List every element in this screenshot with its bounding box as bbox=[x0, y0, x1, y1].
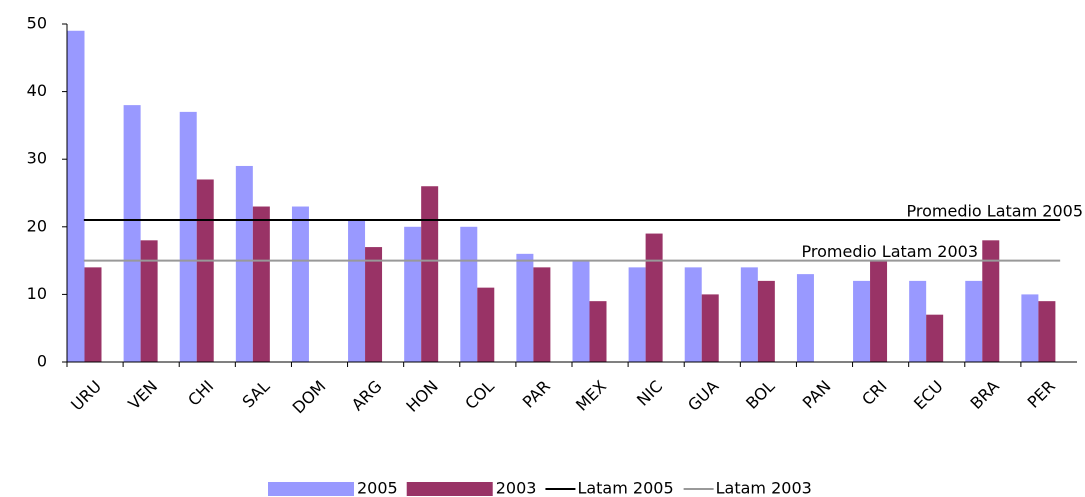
bar bbox=[796, 274, 814, 362]
bar bbox=[348, 220, 366, 362]
legend-swatch bbox=[268, 482, 354, 496]
legend-label: 2005 bbox=[357, 479, 398, 497]
bar bbox=[757, 280, 775, 362]
legend-label: Latam 2005 bbox=[577, 479, 673, 497]
bar bbox=[926, 314, 944, 362]
bar bbox=[684, 267, 702, 362]
bar bbox=[572, 260, 590, 362]
x-tick-label: GUA bbox=[684, 377, 722, 415]
legend-swatch bbox=[406, 482, 493, 496]
bar bbox=[67, 30, 85, 362]
x-tick-label: URU bbox=[67, 377, 105, 415]
bar bbox=[628, 267, 646, 362]
bar bbox=[252, 206, 270, 362]
bar bbox=[853, 280, 871, 362]
x-tick-label: HON bbox=[402, 377, 441, 416]
bar bbox=[870, 260, 888, 362]
bar bbox=[179, 111, 197, 362]
bar bbox=[235, 165, 253, 362]
y-tick-label: 10 bbox=[27, 284, 47, 303]
y-tick-label: 30 bbox=[27, 149, 47, 168]
x-tick-label: ARG bbox=[348, 377, 386, 415]
bar bbox=[477, 287, 495, 362]
x-tick-label: PAN bbox=[799, 377, 835, 413]
bar bbox=[123, 105, 141, 363]
annotation: Promedio Latam 2005 bbox=[907, 202, 1083, 221]
bar bbox=[740, 267, 758, 362]
bar bbox=[460, 226, 478, 362]
y-tick-label: 0 bbox=[37, 352, 47, 371]
y-tick-label: 50 bbox=[27, 14, 47, 33]
bar bbox=[516, 253, 534, 362]
bar bbox=[196, 179, 214, 362]
x-tick-label: SAL bbox=[239, 377, 274, 412]
legend-label: 2003 bbox=[496, 479, 537, 497]
bar bbox=[909, 280, 927, 362]
x-tick-label: NIC bbox=[633, 377, 666, 410]
x-tick-label: CHI bbox=[184, 377, 217, 410]
bar bbox=[421, 186, 439, 362]
bar bbox=[1021, 294, 1039, 362]
bar bbox=[291, 206, 309, 362]
bar bbox=[365, 247, 383, 362]
legend-label: Latam 2003 bbox=[716, 479, 812, 497]
bar bbox=[404, 226, 422, 362]
y-tick-label: 20 bbox=[27, 216, 47, 235]
bar bbox=[982, 240, 1000, 362]
bar bbox=[701, 294, 719, 362]
x-tick-label: CRI bbox=[858, 377, 891, 410]
bar bbox=[140, 240, 158, 362]
x-tick-label: ECU bbox=[910, 377, 947, 414]
x-tick-label: DOM bbox=[289, 377, 330, 418]
x-tick-label: BOL bbox=[742, 377, 778, 413]
x-tick-label: MEX bbox=[572, 377, 610, 415]
annotation: Promedio Latam 2003 bbox=[802, 242, 978, 261]
bar bbox=[533, 267, 551, 362]
y-tick-label: 40 bbox=[27, 81, 47, 100]
bar bbox=[84, 267, 102, 362]
x-tick-label: VEN bbox=[124, 377, 161, 414]
x-tick-label: BRA bbox=[967, 377, 1003, 413]
bar bbox=[965, 280, 983, 362]
bar bbox=[645, 233, 663, 362]
bar bbox=[1038, 301, 1056, 362]
bar bbox=[589, 301, 607, 362]
x-tick-label: COL bbox=[461, 377, 498, 414]
x-tick-label: PER bbox=[1024, 377, 1059, 412]
x-tick-label: PAR bbox=[519, 377, 554, 412]
